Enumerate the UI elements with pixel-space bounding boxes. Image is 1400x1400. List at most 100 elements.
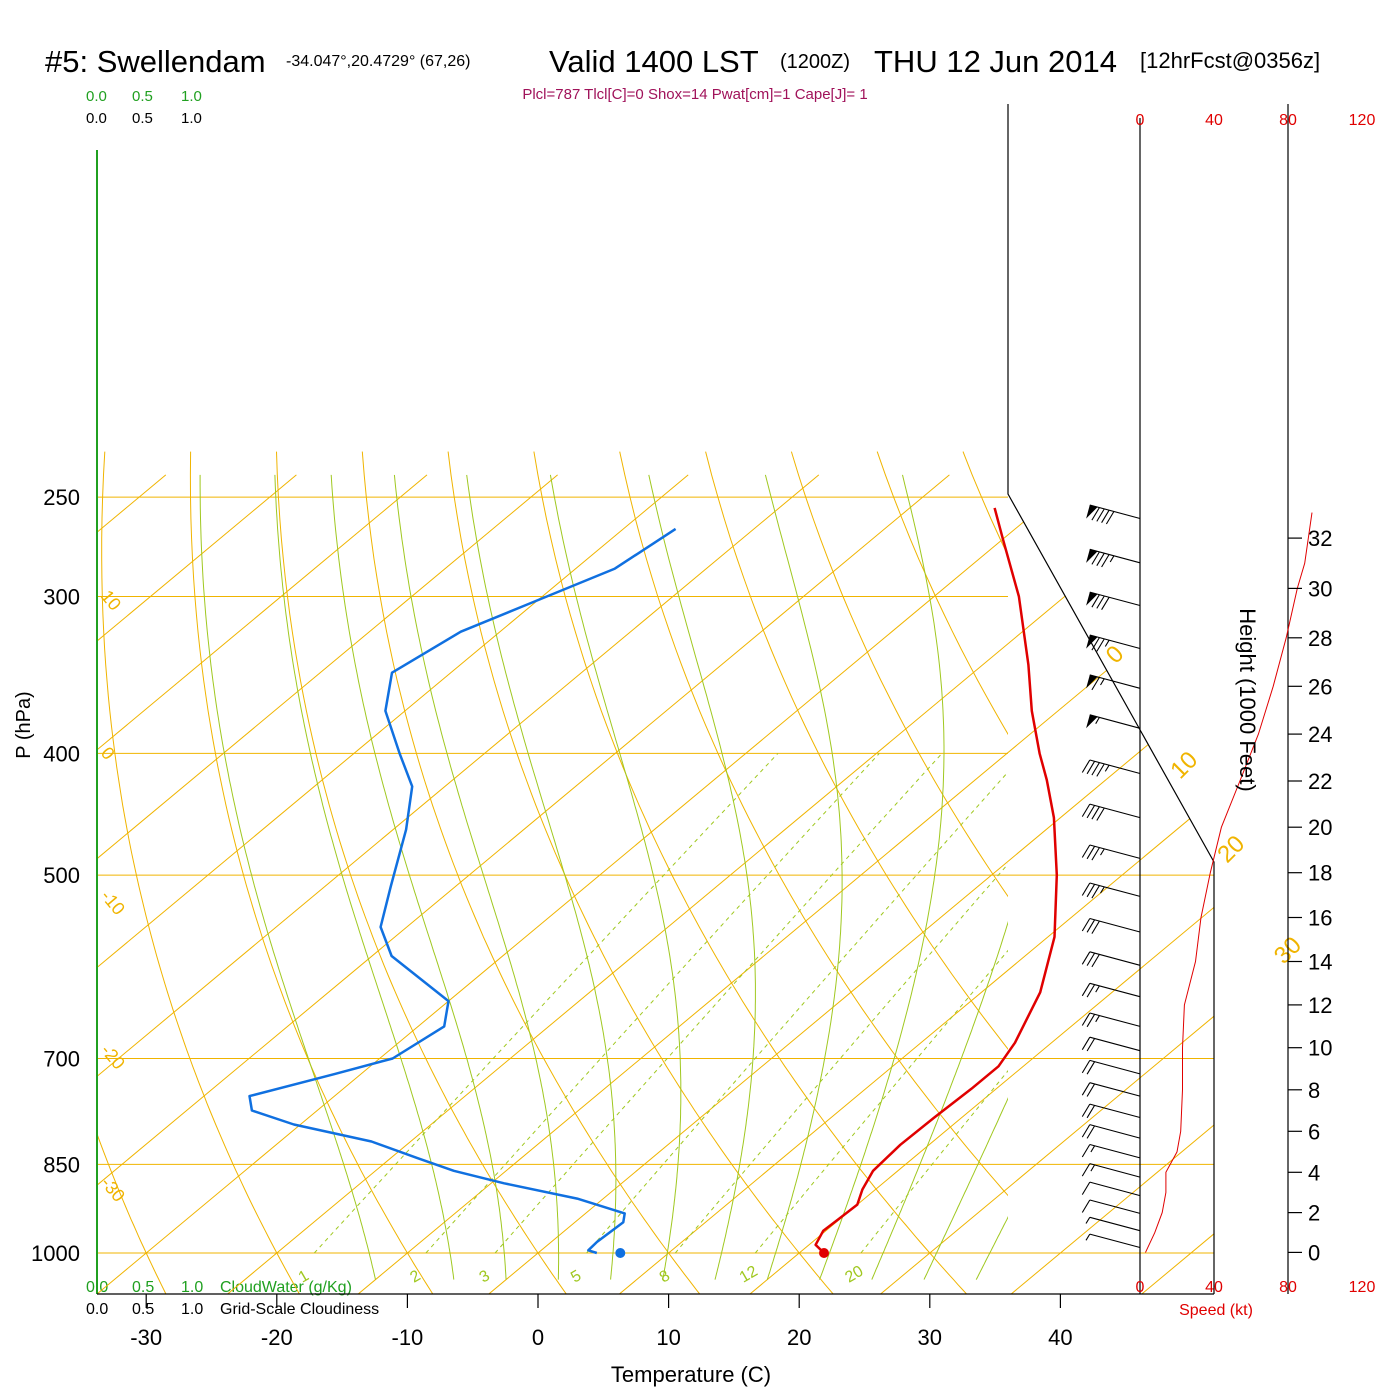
dry-adiabat-line <box>447 451 834 1294</box>
wind-barb-feather <box>1081 1036 1091 1050</box>
wind-barb-half-feather <box>1085 1217 1091 1224</box>
wind-barb-staff <box>1089 759 1141 775</box>
mixing-ratio-line <box>313 753 779 1254</box>
wind-barb-feather <box>1101 554 1110 568</box>
moist-adiabat-line <box>923 1097 1008 1280</box>
height-tick-label: 10 <box>1308 1036 1332 1061</box>
isotherm-line <box>97 474 428 1294</box>
temperature-line <box>814 507 1059 1254</box>
wind-barb-staff <box>1089 1012 1141 1027</box>
moist-adiabat-line <box>466 474 617 1280</box>
wind-barb-feather <box>1081 1181 1091 1195</box>
wind-barb-staff <box>1089 1036 1141 1052</box>
wind-barb-staff <box>1089 1199 1141 1214</box>
wind-barb-staff <box>1089 1143 1141 1159</box>
wind-barb-feather <box>1081 844 1091 858</box>
speed-tick-label: 0 <box>1136 1279 1145 1296</box>
wind-barb-staff <box>1089 1163 1141 1178</box>
wind-barb <box>1081 844 1141 861</box>
dry-adiabat-line <box>1049 452 1400 1305</box>
mixing-ratio-line <box>754 949 1008 1254</box>
height-tick-label: 14 <box>1308 950 1332 975</box>
height-tick-label: 0 <box>1308 1240 1320 1265</box>
wind-barb-half-feather <box>1100 848 1105 856</box>
wind-barb-feather <box>1091 677 1100 691</box>
isotherm-line <box>487 474 1214 1294</box>
wind-barb-feather <box>1086 1105 1096 1119</box>
wind-barb-staff <box>1089 1233 1141 1249</box>
wind-barb-half-feather <box>1104 764 1110 772</box>
height-tick-label: 8 <box>1308 1078 1320 1103</box>
wind-barb-feather <box>1081 1199 1091 1213</box>
mixing-ratio-line <box>674 863 1008 1254</box>
cloud-tick: 0.5 <box>132 1301 154 1318</box>
isotherm-line <box>356 474 1214 1294</box>
wind-barb-half-feather <box>1104 639 1110 647</box>
isotherm-line <box>97 474 820 1294</box>
wind-barb <box>1081 1163 1141 1178</box>
wind-barb-staff <box>1089 674 1141 689</box>
x-axis-title: Temperature (C) <box>611 1362 771 1387</box>
dry-adiabat-line <box>361 451 701 1294</box>
wind-barb-feather <box>1081 918 1091 932</box>
wind-barb-feather <box>1086 884 1096 898</box>
wind-barb-feather <box>1081 951 1091 965</box>
wind-barb-pennant <box>1086 674 1098 689</box>
cloud-tick: 0.5 <box>132 88 153 105</box>
isotherm-line <box>226 474 1211 1294</box>
wind-barb-staff <box>1089 504 1141 520</box>
wind-barb-feather <box>1091 847 1100 861</box>
wind-barb-feather <box>1081 1012 1091 1026</box>
stability-indices: Plcl=787 Tlcl[C]=0 Shox=14 Pwat[cm]=1 Ca… <box>522 86 867 103</box>
pressure-tick-label: 500 <box>43 863 80 888</box>
wind-barb <box>1081 1143 1141 1159</box>
x-tick-label: 0 <box>532 1325 544 1350</box>
x-tick-label: 10 <box>656 1325 680 1350</box>
height-tick-label: 24 <box>1308 722 1332 747</box>
dry-adiabat-label: 10 <box>1165 746 1203 784</box>
isotherm-line <box>97 474 1081 1294</box>
isotherm-line <box>97 474 297 1294</box>
height-tick-label: 12 <box>1308 993 1332 1018</box>
wind-barb-half-feather <box>1095 985 1100 993</box>
wind-barb-feather <box>1081 1103 1091 1117</box>
height-tick-label: 32 <box>1308 526 1332 551</box>
wind-barb-pennant <box>1086 635 1098 649</box>
pressure-tick-label: 400 <box>43 741 80 766</box>
wind-barb-feather <box>1091 594 1100 608</box>
height-tick-label: 18 <box>1308 861 1332 886</box>
wind-barb <box>1081 1181 1141 1197</box>
isotherm-line <box>97 474 950 1294</box>
wind-barb-feather <box>1086 1014 1096 1028</box>
isotherm-line <box>97 474 167 1294</box>
wind-barb-feather <box>1091 954 1100 968</box>
wind-barb-staff <box>1089 803 1141 819</box>
wind-barb <box>1081 1059 1141 1075</box>
wind-barb-feather <box>1081 1060 1091 1074</box>
wind-barb-feather <box>1091 507 1100 521</box>
wind-barb-staff <box>1089 1216 1141 1232</box>
cloud-tick: 1.0 <box>181 110 202 127</box>
wind-barb-feather <box>1081 1163 1091 1177</box>
speed-tick-label: 40 <box>1205 1279 1223 1296</box>
wind-barb-feather <box>1091 885 1100 899</box>
height-tick-label: 16 <box>1308 906 1332 931</box>
wind-barb-pennant <box>1086 549 1098 563</box>
wind-barb-feather <box>1081 1124 1091 1138</box>
wind-speed-profile <box>1145 512 1313 1253</box>
x-axis-ticks: -30 -20 -10 0 10 20 30 40 <box>130 1294 1073 1350</box>
moist-adiabat-line <box>393 474 560 1280</box>
speed-axis-title: Speed (kt) <box>1179 1302 1253 1319</box>
wind-barb <box>1085 1233 1141 1249</box>
wind-barb-staff <box>1089 1103 1141 1119</box>
wind-barb-feather <box>1086 952 1096 966</box>
mixing-ratio-line <box>860 1070 1008 1254</box>
wind-barb-staff <box>1089 982 1141 998</box>
dry-adiabat-line <box>101 451 300 1294</box>
mixing-ratio-line <box>494 753 943 1254</box>
x-tick-label: -10 <box>392 1325 424 1350</box>
surface-temperature-point <box>819 1248 829 1258</box>
wind-barb-feather <box>1086 1061 1096 1075</box>
dry-adiabat-line <box>705 451 1008 1050</box>
